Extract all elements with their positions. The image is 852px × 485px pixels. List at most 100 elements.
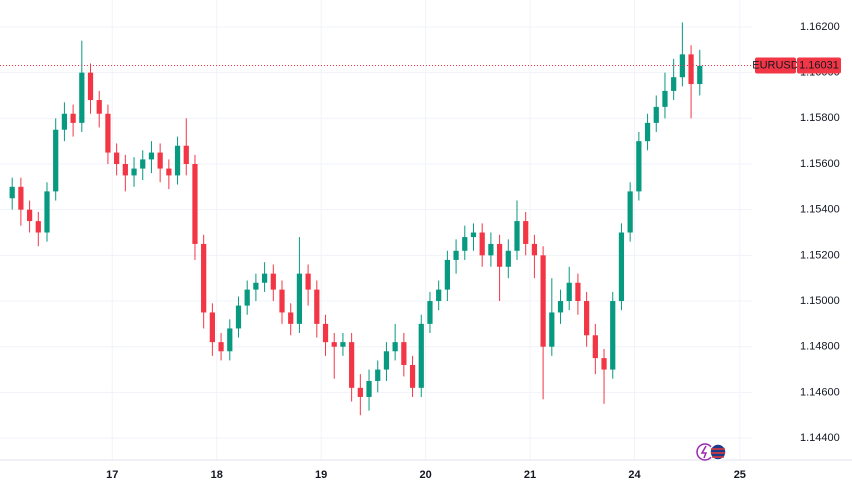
candle-body [340, 342, 346, 347]
candle-body [331, 342, 337, 347]
candle-body [314, 289, 320, 324]
x-tick-label: 18 [211, 469, 223, 481]
candle-body [444, 259, 450, 290]
candle-body [201, 243, 207, 313]
candle-body [618, 232, 625, 302]
candle-body [375, 369, 381, 381]
y-tick-label: 1.15600 [800, 158, 840, 170]
x-tick-label: 24 [628, 469, 641, 481]
x-tick-label: 19 [315, 469, 327, 481]
candle-body [53, 129, 59, 192]
candle-body [96, 100, 102, 114]
candle-body [436, 289, 442, 302]
symbol-label: EURUSD [752, 59, 799, 71]
candle-body [679, 54, 685, 78]
candle-body [366, 380, 372, 397]
candle-body [209, 312, 215, 343]
candle-body [566, 282, 572, 302]
x-tick-label: 20 [419, 469, 431, 481]
candle-body [592, 335, 598, 359]
candle-body [523, 221, 529, 244]
candle-body [261, 273, 268, 283]
candle-body [131, 168, 137, 176]
candle-body [427, 301, 433, 324]
candle-body [114, 152, 120, 164]
candle-body [174, 145, 181, 176]
candle-body [462, 237, 468, 251]
candle-body [488, 243, 494, 256]
candle-body [296, 273, 303, 324]
event-icon-glyph [700, 445, 708, 459]
candle-body [35, 221, 41, 233]
candle-body [235, 305, 242, 329]
candle-body [192, 163, 198, 244]
candle-body [549, 312, 555, 347]
candle-body [279, 289, 285, 313]
candle-body [662, 90, 668, 107]
candle-body [540, 255, 546, 347]
candle-body [601, 358, 607, 370]
event-icons[interactable] [696, 443, 727, 461]
candle-body [87, 72, 94, 101]
candle-body [288, 312, 294, 324]
candle-body [44, 191, 50, 233]
candle-body [79, 72, 85, 123]
y-tick-label: 1.14400 [800, 432, 840, 444]
x-tick-label: 21 [524, 469, 536, 481]
candle-body [227, 328, 233, 352]
flag-icon[interactable] [709, 443, 727, 461]
candle-body [305, 273, 311, 290]
candle-body [61, 113, 68, 130]
candle-body [636, 141, 642, 192]
candle-body [9, 186, 15, 199]
candle-body [401, 342, 407, 365]
y-tick-label: 1.16200 [800, 21, 840, 33]
last-price-label: 1.16031 [799, 59, 839, 71]
candle-body [70, 113, 76, 123]
y-tick-label: 1.15800 [800, 112, 840, 124]
y-tick-label: 1.15200 [800, 249, 840, 261]
candle-body [514, 221, 520, 251]
last-price-box [797, 57, 841, 74]
candle-body [253, 282, 259, 290]
candle-body [26, 209, 33, 222]
y-tick-label: 1.14600 [800, 386, 840, 398]
candle-body [644, 122, 651, 142]
symbol-box [755, 57, 796, 74]
flag-stripes [711, 448, 725, 458]
candle-body [270, 273, 276, 290]
candle-body [349, 342, 355, 388]
candle-body [531, 243, 538, 256]
candle-body [671, 77, 677, 91]
y-tick-label: 1.15400 [800, 204, 840, 216]
x-tick-label: 25 [734, 469, 746, 481]
candle-body [697, 65, 703, 85]
candle-body [392, 342, 398, 352]
candle-body [140, 159, 146, 169]
candle-body [183, 145, 189, 164]
candle-body [244, 289, 250, 306]
candle-body [505, 250, 511, 267]
candle-body [557, 301, 564, 313]
candle-body [18, 186, 24, 210]
x-tick-label: 17 [106, 469, 118, 481]
candle-body [479, 232, 485, 256]
y-tick-label: 1.15000 [800, 295, 840, 307]
candle-body [688, 54, 694, 85]
candle-body [496, 243, 503, 267]
candle-body [322, 323, 329, 343]
candle-body [584, 301, 590, 336]
candle-body [627, 191, 633, 233]
candle-body [383, 351, 390, 370]
candle-body [575, 282, 581, 302]
candle-body [470, 232, 477, 238]
candle-body [418, 323, 424, 388]
candle-body [218, 342, 224, 352]
candle-body [105, 113, 111, 153]
candle-body [610, 301, 616, 370]
candle-body [157, 152, 163, 169]
candle-body [148, 152, 155, 160]
candle-body [166, 168, 172, 176]
y-tick-label: 1.14800 [800, 341, 840, 353]
